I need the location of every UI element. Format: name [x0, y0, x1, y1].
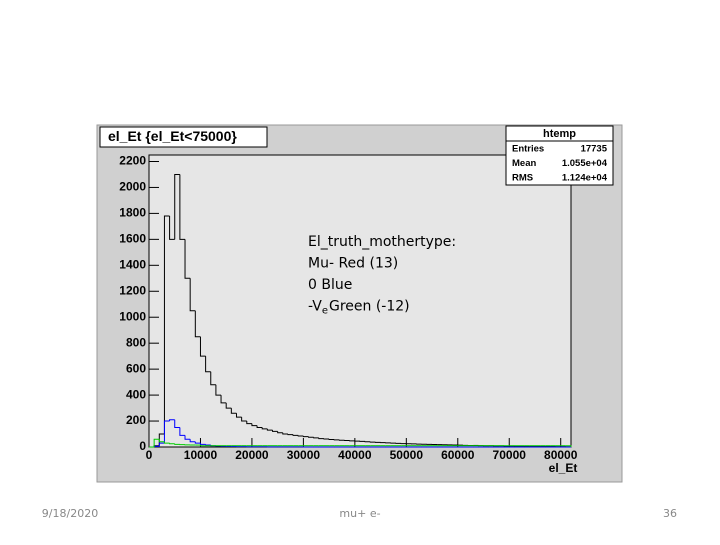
x-tick-label: 30000: [287, 448, 321, 462]
footer-center: mu+ e-: [339, 507, 380, 520]
x-axis-label: el_Et: [549, 461, 578, 475]
chart-title: el_Et {el_Et<75000}: [108, 128, 237, 144]
histogram-step: [329, 439, 334, 440]
stats-value: 1.124e+04: [562, 173, 608, 184]
y-tick-label: 800: [126, 335, 146, 349]
y-tick-label: 1400: [119, 257, 146, 271]
y-tick-label: 1200: [119, 283, 146, 297]
annotation-line: Mu- Red (13): [308, 256, 398, 272]
x-tick-label: 0: [146, 448, 153, 462]
stats-key: Entries: [512, 144, 544, 155]
x-tick-label: 80000: [544, 448, 578, 462]
x-tick-label: 40000: [338, 448, 372, 462]
stats-value: 1.055e+04: [562, 158, 608, 169]
y-tick-label: 2200: [119, 154, 146, 168]
stats-key: RMS: [512, 173, 533, 184]
x-tick-label: 10000: [184, 448, 218, 462]
stats-title: htemp: [543, 128, 576, 140]
y-tick-label: 200: [126, 413, 146, 427]
annotation-rest: Green (-12): [329, 299, 410, 315]
annotation-line: 0 Blue: [308, 277, 352, 293]
annotation-prefix: -V: [308, 299, 322, 315]
x-tick-label: 70000: [493, 448, 527, 462]
y-tick-label: 1800: [119, 206, 146, 220]
y-tick-label: 1600: [119, 232, 146, 246]
x-tick-label: 20000: [235, 448, 269, 462]
stats-value: 17735: [581, 144, 608, 155]
y-tick-label: 2000: [119, 180, 146, 194]
stats-key: Mean: [512, 158, 536, 169]
annotation-line: El_truth_mothertype:: [308, 234, 456, 250]
x-tick-label: 50000: [390, 448, 424, 462]
footer-page: 36: [663, 507, 677, 520]
footer-date: 9/18/2020: [42, 507, 98, 520]
x-tick-label: 60000: [441, 448, 475, 462]
y-tick-label: 400: [126, 387, 146, 401]
annotation-subscript: e: [322, 306, 328, 317]
y-tick-label: 600: [126, 361, 146, 375]
y-tick-label: 1000: [119, 309, 146, 323]
